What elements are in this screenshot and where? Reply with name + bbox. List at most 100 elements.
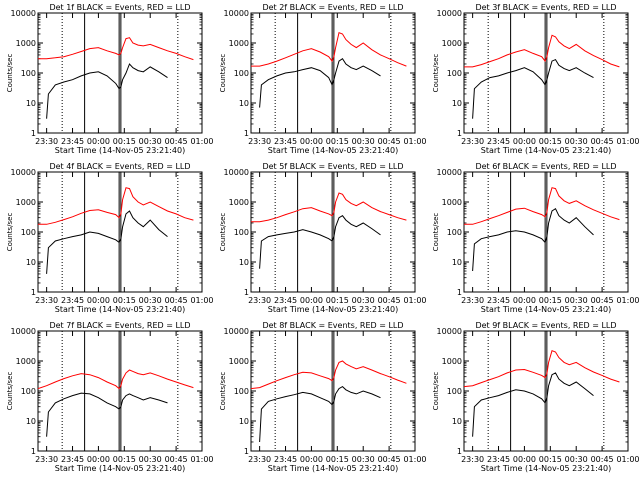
x-axis-label: Start Time (14-Nov-05 23:21:40) <box>481 305 611 314</box>
x-tick-label: 23:30 <box>461 296 484 305</box>
x-tick-label: 01:00 <box>190 137 213 146</box>
chart-title: Det 7f BLACK = Events, RED = LLD <box>49 321 190 330</box>
chart-title: Det 1f BLACK = Events, RED = LLD <box>49 3 190 12</box>
x-tick-label: 00:45 <box>165 137 188 146</box>
x-tick-label: 23:45 <box>487 137 510 146</box>
y-tick-label: 1000 <box>442 357 462 366</box>
events-series-line <box>259 385 381 443</box>
chart-title: Det 5f BLACK = Events, RED = LLD <box>262 162 403 171</box>
y-tick-label: 10 <box>452 258 462 267</box>
lld-series-line <box>251 192 407 223</box>
x-tick-label: 00:00 <box>513 455 536 464</box>
chart-panel: Det 3f BLACK = Events, RED = LLD 1 10 100 10… <box>432 3 640 155</box>
chart-title: Det 6f BLACK = Events, RED = LLD <box>475 162 616 171</box>
y-tick-label: 100 <box>21 69 36 78</box>
y-tick-label: 100 <box>447 228 462 237</box>
y-tick-label: 1000 <box>16 357 36 366</box>
y-tick-label: 1000 <box>442 39 462 48</box>
y-tick-label: 1000 <box>16 39 36 48</box>
chart-panel: Det 1f BLACK = Events, RED = LLD 1 10 100 10… <box>6 3 214 155</box>
y-tick-label: 1 <box>457 129 462 138</box>
x-tick-label: 00:45 <box>591 137 614 146</box>
y-tick-label: 10 <box>26 258 36 267</box>
x-axis-label: Start Time (14-Nov-05 23:21:40) <box>55 464 185 473</box>
x-tick-label: 23:45 <box>274 137 297 146</box>
y-tick-label: 1 <box>457 447 462 456</box>
y-tick-label: 1000 <box>229 357 249 366</box>
x-axis-label: Start Time (14-Nov-05 23:21:40) <box>481 146 611 155</box>
x-tick-label: 23:30 <box>35 455 58 464</box>
x-tick-label: 00:15 <box>326 296 349 305</box>
x-axis-label: Start Time (14-Nov-05 23:21:40) <box>268 464 398 473</box>
y-tick-label: 1 <box>31 288 36 297</box>
x-tick-label: 00:00 <box>300 137 323 146</box>
y-axis-label: Counts/sec <box>6 213 14 252</box>
x-tick-label: 00:30 <box>139 137 162 146</box>
x-tick-label: 23:30 <box>248 455 271 464</box>
y-tick-label: 10000 <box>11 9 36 18</box>
y-tick-label: 10000 <box>437 168 462 177</box>
x-tick-label: 01:00 <box>403 137 426 146</box>
y-axis-label: Counts/sec <box>6 54 14 93</box>
x-tick-label: 01:00 <box>403 455 426 464</box>
y-axis-label: Counts/sec <box>432 372 440 411</box>
x-tick-label: 00:15 <box>113 137 136 146</box>
y-tick-label: 100 <box>234 228 249 237</box>
x-axis-label: Start Time (14-Nov-05 23:21:40) <box>481 464 611 473</box>
lld-series-line <box>38 187 194 225</box>
x-tick-label: 00:30 <box>565 137 588 146</box>
x-tick-label: 00:00 <box>87 455 110 464</box>
x-tick-label: 01:00 <box>616 455 639 464</box>
y-axis-label: Counts/sec <box>219 54 227 93</box>
x-tick-label: 00:30 <box>352 296 375 305</box>
x-tick-label: 00:15 <box>113 455 136 464</box>
x-axis-label: Start Time (14-Nov-05 23:21:40) <box>268 146 398 155</box>
chart-title: Det 3f BLACK = Events, RED = LLD <box>475 3 616 12</box>
y-tick-label: 10 <box>239 258 249 267</box>
x-tick-label: 00:15 <box>539 296 562 305</box>
x-tick-label: 00:45 <box>165 296 188 305</box>
y-tick-label: 1 <box>244 288 249 297</box>
y-tick-label: 1000 <box>229 39 249 48</box>
x-axis-label: Start Time (14-Nov-05 23:21:40) <box>55 305 185 314</box>
lld-series-line <box>464 187 620 225</box>
x-tick-label: 00:45 <box>591 455 614 464</box>
y-tick-label: 1 <box>244 129 249 138</box>
x-tick-label: 23:30 <box>248 137 271 146</box>
y-tick-label: 10000 <box>11 327 36 336</box>
x-tick-label: 01:00 <box>616 137 639 146</box>
y-tick-label: 100 <box>234 69 249 78</box>
x-tick-label: 00:30 <box>139 455 162 464</box>
x-tick-label: 00:30 <box>565 296 588 305</box>
y-tick-label: 1000 <box>229 198 249 207</box>
x-tick-label: 00:45 <box>378 137 401 146</box>
y-tick-label: 10 <box>26 417 36 426</box>
x-tick-label: 23:45 <box>61 296 84 305</box>
x-tick-label: 00:00 <box>513 137 536 146</box>
x-tick-label: 00:15 <box>539 455 562 464</box>
lld-series-line <box>250 360 407 390</box>
y-tick-label: 100 <box>447 387 462 396</box>
x-tick-label: 00:30 <box>352 137 375 146</box>
y-axis-label: Counts/sec <box>432 213 440 252</box>
y-tick-label: 10 <box>452 417 462 426</box>
x-tick-label: 00:00 <box>513 296 536 305</box>
x-tick-label: 23:30 <box>461 455 484 464</box>
x-tick-label: 01:00 <box>616 296 639 305</box>
x-tick-label: 00:45 <box>378 455 401 464</box>
events-series-line <box>472 58 594 119</box>
x-tick-label: 00:15 <box>326 137 349 146</box>
x-tick-label: 23:30 <box>35 296 58 305</box>
x-tick-label: 00:15 <box>113 296 136 305</box>
y-tick-label: 10000 <box>224 327 249 336</box>
x-tick-label: 23:45 <box>61 455 84 464</box>
y-tick-label: 1 <box>31 447 36 456</box>
x-tick-label: 00:15 <box>539 137 562 146</box>
x-tick-label: 23:30 <box>35 137 58 146</box>
y-axis-label: Counts/sec <box>432 54 440 93</box>
events-series-line <box>472 207 594 272</box>
chart-panel: Det 5f BLACK = Events, RED = LLD 1 10 100 10… <box>219 162 427 314</box>
y-tick-label: 10 <box>239 99 249 108</box>
events-series-line <box>46 210 168 274</box>
